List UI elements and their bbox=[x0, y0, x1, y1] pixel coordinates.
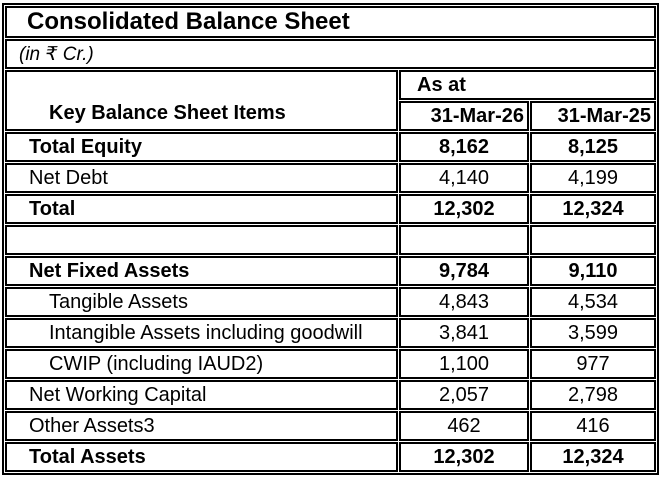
row-label: Net Working Capital bbox=[5, 380, 398, 410]
row-value-period-2: 4,534 bbox=[530, 287, 656, 317]
row-value-period-1: 462 bbox=[399, 411, 529, 441]
row-value-period-2: 12,324 bbox=[530, 194, 656, 224]
row-value-period-1: 4,140 bbox=[399, 163, 529, 193]
row-value-period-1: 3,841 bbox=[399, 318, 529, 348]
row-label: Total bbox=[5, 194, 398, 224]
page-title: Consolidated Balance Sheet bbox=[5, 6, 656, 38]
row-label bbox=[5, 225, 398, 255]
row-value-period-2: 416 bbox=[530, 411, 656, 441]
title-row: Consolidated Balance Sheet bbox=[5, 6, 656, 38]
table-row: Intangible Assets including goodwill 3,84… bbox=[5, 318, 656, 348]
row-label: Net Debt bbox=[5, 163, 398, 193]
row-value-period-2: 977 bbox=[530, 349, 656, 379]
row-value-period-1: 2,057 bbox=[399, 380, 529, 410]
row-label: Total Equity bbox=[5, 132, 398, 162]
table-row: Total Equity 8,162 8,125 bbox=[5, 132, 656, 162]
row-value-period-2: 3,599 bbox=[530, 318, 656, 348]
table-row: Total Assets 12,302 12,324 bbox=[5, 442, 656, 472]
table-row: Net Debt 4,140 4,199 bbox=[5, 163, 656, 193]
row-value-period-2: 9,110 bbox=[530, 256, 656, 286]
row-value-period-1: 4,843 bbox=[399, 287, 529, 317]
row-label: Tangible Assets bbox=[5, 287, 398, 317]
row-label: Total Assets bbox=[5, 442, 398, 472]
row-value-period-2 bbox=[530, 225, 656, 255]
row-value-period-2: 2,798 bbox=[530, 380, 656, 410]
column-header-period-2: 31-Mar-25 bbox=[530, 101, 656, 131]
table-row: CWIP (including IAUD2) 1,100 977 bbox=[5, 349, 656, 379]
balance-sheet-rows: Total Equity 8,162 8,125 Net Debt 4,140 4,199… bbox=[5, 132, 656, 472]
row-label: Other Assets3 bbox=[5, 411, 398, 441]
table-row: Other Assets3 462 416 bbox=[5, 411, 656, 441]
header-row-as-at: Key Balance Sheet Items As at bbox=[5, 70, 656, 131]
column-header-items: Key Balance Sheet Items bbox=[5, 70, 398, 131]
row-value-period-1: 8,162 bbox=[399, 132, 529, 162]
column-header-period-1: 31-Mar-26 bbox=[399, 101, 529, 131]
row-value-period-2: 8,125 bbox=[530, 132, 656, 162]
spacer-row bbox=[5, 225, 656, 255]
row-value-period-1: 1,100 bbox=[399, 349, 529, 379]
column-header-as-at: As at bbox=[399, 70, 656, 100]
row-label: Net Fixed Assets bbox=[5, 256, 398, 286]
table-row: Tangible Assets 4,843 4,534 bbox=[5, 287, 656, 317]
row-value-period-2: 4,199 bbox=[530, 163, 656, 193]
row-value-period-1: 12,302 bbox=[399, 442, 529, 472]
table-row: Net Fixed Assets 9,784 9,110 bbox=[5, 256, 656, 286]
row-value-period-2: 12,324 bbox=[530, 442, 656, 472]
table-row: Net Working Capital 2,057 2,798 bbox=[5, 380, 656, 410]
header-row-dates: 31-Mar-26 31-Mar-25 bbox=[5, 101, 656, 131]
row-value-period-1 bbox=[399, 225, 529, 255]
currency-unit-note: (in ₹ Cr.) bbox=[5, 39, 656, 69]
row-label: Intangible Assets including goodwill bbox=[5, 318, 398, 348]
consolidated-balance-sheet-table: Consolidated Balance Sheet (in ₹ Cr.) Ke… bbox=[2, 3, 659, 475]
subtitle-row: (in ₹ Cr.) bbox=[5, 39, 656, 69]
balance-sheet-header: Consolidated Balance Sheet (in ₹ Cr.) Ke… bbox=[5, 6, 656, 131]
table-row: Total 12,302 12,324 bbox=[5, 194, 656, 224]
row-label: CWIP (including IAUD2) bbox=[5, 349, 398, 379]
row-value-period-1: 9,784 bbox=[399, 256, 529, 286]
row-value-period-1: 12,302 bbox=[399, 194, 529, 224]
